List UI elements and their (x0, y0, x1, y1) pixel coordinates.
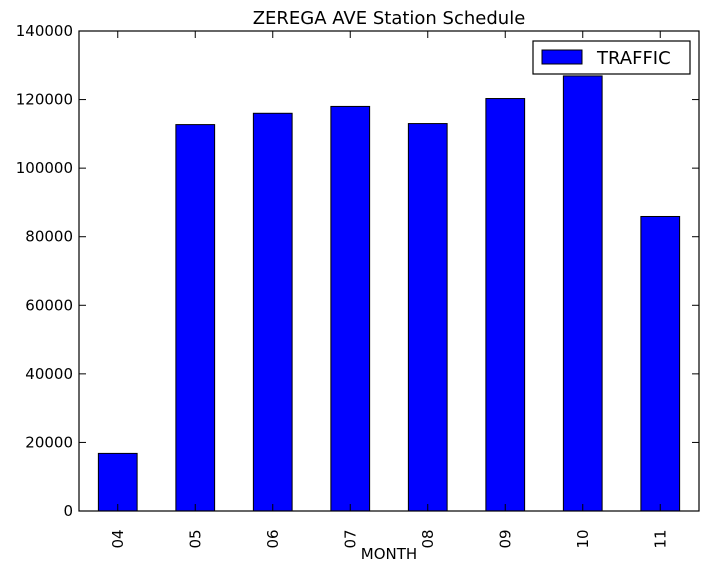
x-axis: 04 05 06 07 08 09 10 11 (109, 31, 669, 549)
bar-10 (562, 75, 603, 512)
x-tick-label-04: 04 (109, 529, 127, 548)
bar-11 (640, 215, 681, 512)
plot-frame (78, 30, 700, 512)
x-tick-label-08: 08 (419, 529, 437, 548)
x-tick-label-05: 05 (186, 529, 204, 548)
bar-07 (330, 105, 371, 512)
bar-06 (252, 112, 293, 512)
bar-09 (485, 98, 526, 512)
y-tick-label-60000: 60000 (25, 296, 73, 314)
x-tick-label-09: 09 (496, 529, 514, 548)
legend-label-traffic: TRAFFIC (596, 48, 671, 69)
y-tick-label-80000: 80000 (25, 228, 73, 246)
chart-title: ZEREGA AVE Station Schedule (253, 8, 526, 29)
y-axis: 0 20000 40000 60000 80000 100000 120000 140000 (16, 22, 699, 520)
y-tick-label-0: 0 (63, 502, 73, 520)
bars-group (97, 75, 681, 512)
x-tick-label-10: 10 (574, 529, 592, 548)
legend: TRAFFIC (532, 40, 691, 75)
bar-04 (97, 452, 138, 512)
y-tick-label-140000: 140000 (16, 22, 73, 40)
y-tick-label-120000: 120000 (16, 91, 73, 109)
x-axis-label: MONTH (361, 545, 417, 563)
x-tick-label-11: 11 (651, 529, 669, 548)
x-tick-label-07: 07 (341, 529, 359, 548)
bar-05 (175, 124, 216, 512)
y-tick-label-20000: 20000 (25, 433, 73, 451)
x-tick-label-06: 06 (264, 529, 282, 548)
y-tick-label-100000: 100000 (16, 159, 73, 177)
legend-swatch-traffic (541, 49, 583, 65)
bar-08 (407, 123, 448, 512)
y-tick-label-40000: 40000 (25, 365, 73, 383)
